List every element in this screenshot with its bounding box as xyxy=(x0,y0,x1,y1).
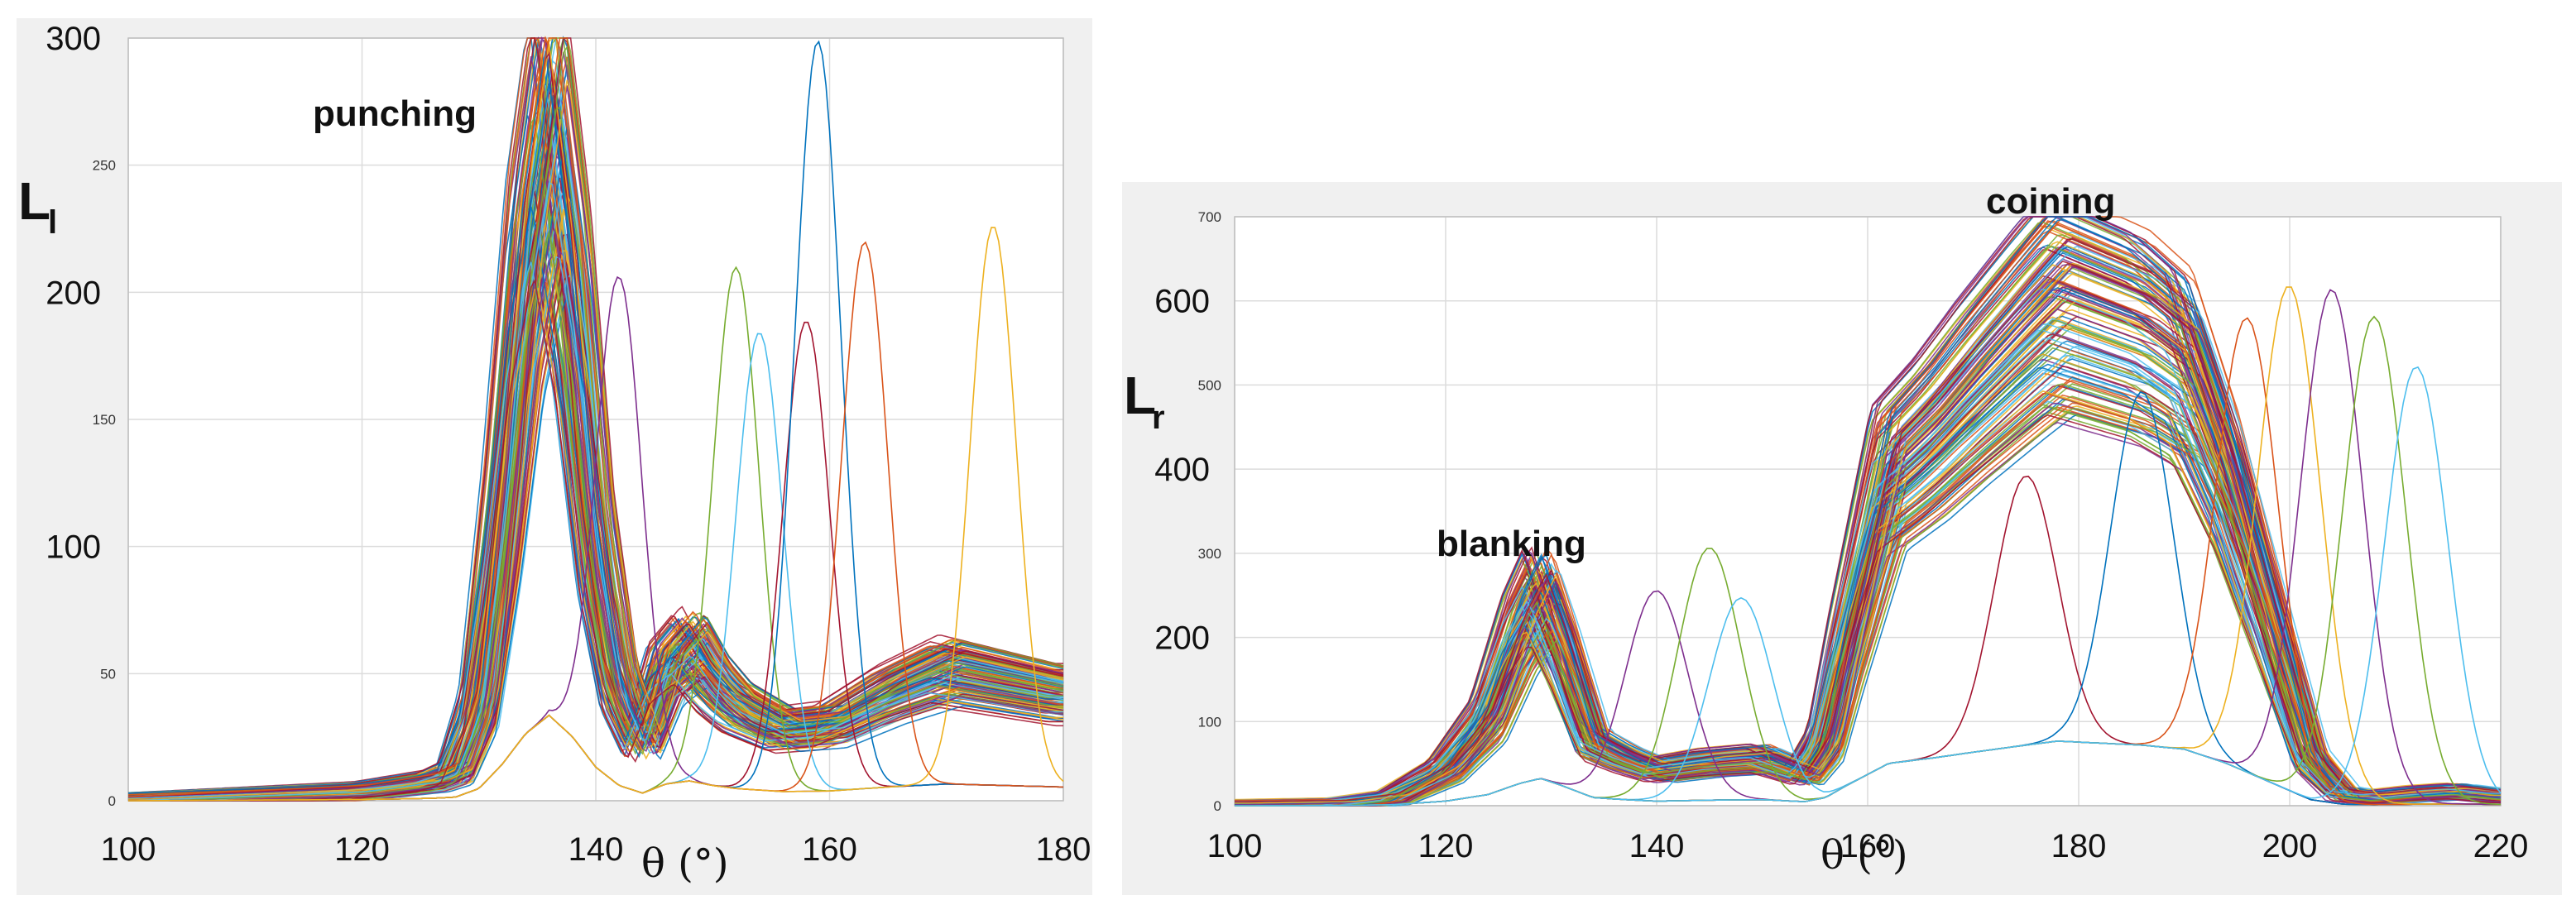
y-tick-label: 300 xyxy=(46,21,101,57)
chart-1-x-axis-label: θ (°) xyxy=(641,840,729,887)
series-line xyxy=(1235,263,2502,806)
y-tick-label: 700 xyxy=(1198,209,1221,225)
series-line xyxy=(1235,230,2501,807)
x-tick-label: 140 xyxy=(568,831,624,868)
series-line xyxy=(1234,288,2501,802)
series-line xyxy=(1235,262,2502,804)
y-tick-label: 50 xyxy=(100,666,116,682)
y-tick-label: 0 xyxy=(1214,798,1221,814)
series-line xyxy=(1235,354,2502,807)
x-tick-label: 120 xyxy=(1418,828,1474,864)
x-tick-label: 140 xyxy=(1629,828,1685,864)
series-line xyxy=(1235,319,2502,807)
x-tick-label: 100 xyxy=(1207,828,1263,864)
x-tick-label: 180 xyxy=(1036,831,1091,868)
series-line xyxy=(128,253,1064,802)
blanking-coining-chart: 100 120 140 160 180 200 220 0 100 300 500 700 200 400… xyxy=(1122,181,2562,895)
chart-2-annotation-coining: coining xyxy=(1986,181,2115,222)
x-tick-label: 160 xyxy=(1840,828,1896,864)
series-line xyxy=(1235,405,2502,802)
y-tick-label: 100 xyxy=(1198,714,1221,730)
x-tick-label: 180 xyxy=(2051,828,2107,864)
x-tick-label: 160 xyxy=(802,831,857,868)
chart-2-annotation-blanking: blanking xyxy=(1437,524,1586,564)
series-line xyxy=(128,52,1064,798)
plot-border xyxy=(127,37,1064,802)
chart-1-y-axis-label: L xyxy=(18,171,50,231)
series-line xyxy=(1234,323,2501,803)
y-tick-label: 250 xyxy=(93,158,116,174)
y-tick-label: 600 xyxy=(1154,284,1210,320)
series-line xyxy=(128,182,1064,802)
chart-1-y-axis-label-subscript: l xyxy=(48,204,57,241)
x-tick-label: 120 xyxy=(334,831,390,868)
plot-border xyxy=(1234,216,2502,807)
y-tick-label: 300 xyxy=(1198,546,1221,562)
y-tick-label: 100 xyxy=(46,529,101,566)
chart-1-annotation-punching: punching xyxy=(313,93,477,134)
series-line xyxy=(1235,266,2502,807)
series-line xyxy=(1235,260,2502,803)
chart-1-series xyxy=(127,36,1064,802)
x-tick-label: 100 xyxy=(101,831,156,868)
outlier-series-line xyxy=(128,227,1064,802)
y-tick-label: 200 xyxy=(46,275,101,311)
y-tick-label: 500 xyxy=(1198,377,1221,393)
chart-1-tick-labels: 100 120 140 160 180 0 50 150 250 100 200 300 xyxy=(46,21,1091,868)
outlier-series-line xyxy=(1235,366,2502,807)
x-tick-label: 220 xyxy=(2473,828,2529,864)
y-tick-label: 200 xyxy=(1154,620,1210,657)
y-tick-label: 150 xyxy=(93,412,116,428)
series-line xyxy=(1235,329,2501,807)
x-tick-label: 200 xyxy=(2262,828,2318,864)
chart-2-y-axis-label: L xyxy=(1124,366,1156,425)
chart-2-x-axis-label: θ (°) xyxy=(1820,832,1908,879)
y-tick-label: 0 xyxy=(108,793,116,809)
series-line xyxy=(1235,408,2502,807)
series-line xyxy=(128,279,1063,802)
chart-2-series xyxy=(1234,216,2502,807)
chart-2-tick-labels: 100 120 140 160 180 200 220 0 100 300 500 700 200 400… xyxy=(1154,209,2528,864)
series-line xyxy=(1235,337,2501,807)
y-tick-label: 400 xyxy=(1154,452,1210,488)
chart-2-y-axis-label-subscript: r xyxy=(1152,400,1165,436)
punching-chart: 100 120 140 160 180 0 50 150 250 100 200 300 L l θ … xyxy=(17,18,1092,895)
